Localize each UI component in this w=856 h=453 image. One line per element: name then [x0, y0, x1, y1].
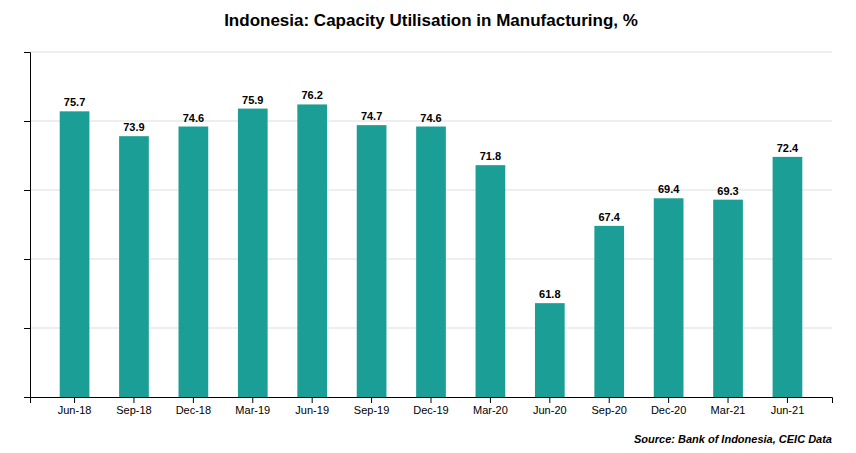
bar: [416, 127, 446, 397]
bar: [357, 125, 387, 397]
x-tick-mark: [490, 397, 491, 403]
data-label: 61.8: [539, 288, 560, 300]
x-tick-label: Mar-20: [473, 404, 508, 416]
x-tick-mark: [252, 397, 253, 403]
data-label: 75.7: [64, 96, 85, 108]
y-axis: [24, 53, 31, 398]
x-tick-label: Sep-20: [591, 404, 626, 416]
x-tick: Jun-19: [295, 397, 329, 416]
x-tick-label: Sep-18: [116, 404, 151, 416]
x-tick-mark: [133, 397, 134, 403]
x-tick-mark: [728, 397, 729, 403]
x-tick: Sep-19: [354, 397, 389, 416]
x-tick: Dec-18: [176, 397, 211, 416]
data-label: 74.7: [361, 110, 382, 122]
data-label: 71.8: [480, 150, 501, 162]
y-tick: [24, 328, 30, 329]
bar: [60, 111, 90, 397]
x-tick-mark: [431, 397, 432, 403]
x-axis-line: [31, 398, 833, 404]
x-tick-mark: [787, 397, 788, 403]
x-tick-label: Dec-19: [413, 404, 448, 416]
y-tick: [24, 52, 30, 53]
x-tick: Mar-21: [711, 397, 746, 416]
annotation: Source: Bank of Indonesia, CEIC Data: [634, 433, 832, 445]
y-tick-mark: [24, 328, 30, 329]
data-labels: 75.7 73.9 74.6 75.9 76.2 74.7 74.6 71.8 61.8 67.4…: [64, 89, 799, 300]
bar: [476, 165, 506, 397]
x-tick-mark: [312, 397, 313, 403]
y-tick: [24, 121, 30, 122]
y-tick-mark: [24, 121, 30, 122]
data-label: 67.4: [599, 211, 621, 223]
bar: [713, 200, 743, 397]
bar: [119, 136, 149, 397]
y-axis-line: [24, 53, 31, 398]
bar: [238, 109, 268, 397]
y-tick-mark: [24, 259, 30, 260]
x-tick-label: Jun-21: [771, 404, 805, 416]
data-label: 69.3: [717, 185, 738, 197]
data-label: 74.6: [183, 112, 204, 124]
data-label: 73.9: [123, 121, 144, 133]
x-tick-label: Sep-19: [354, 404, 389, 416]
bar: [654, 198, 684, 397]
x-tick-label: Jun-19: [295, 404, 329, 416]
bar: [179, 127, 209, 397]
y-tick: [24, 259, 30, 260]
x-tick-mark: [549, 397, 550, 403]
data-label: 76.2: [301, 89, 322, 101]
x-tick: Jun-21: [771, 397, 805, 416]
bars: [60, 104, 803, 397]
x-tick: Sep-18: [116, 397, 151, 416]
x-tick: Jun-20: [533, 397, 567, 416]
x-tick-label: Mar-21: [711, 404, 746, 416]
x-tick-mark: [668, 397, 669, 403]
x-tick: Mar-19: [235, 397, 270, 416]
y-tick-mark: [24, 52, 30, 53]
x-tick: Dec-20: [651, 397, 686, 416]
x-tick: Mar-20: [473, 397, 508, 416]
x-tick-mark: [193, 397, 194, 403]
data-label: 69.4: [658, 183, 680, 195]
y-tick-mark: [24, 190, 30, 191]
x-tick-mark: [74, 397, 75, 403]
x-tick-mark: [371, 397, 372, 403]
grid-line: [30, 52, 832, 53]
x-tick: Jun-18: [58, 397, 92, 416]
plot: Jun-18 Sep-18 Dec-18 Mar-19 Jun-19 Sep-19 Dec-…: [24, 52, 833, 416]
bar: [773, 157, 803, 397]
data-label: 74.6: [420, 112, 441, 124]
x-tick-label: Mar-19: [235, 404, 270, 416]
x-tick-label: Jun-18: [58, 404, 92, 416]
x-tick-mark: [609, 397, 610, 403]
y-tick: [24, 190, 30, 191]
x-axis: Jun-18 Sep-18 Dec-18 Mar-19 Jun-19 Sep-19 Dec-…: [31, 397, 833, 416]
x-tick-label: Dec-18: [176, 404, 211, 416]
data-label: 72.4: [777, 142, 799, 154]
x-tick: Dec-19: [413, 397, 448, 416]
bar: [297, 104, 327, 397]
x-tick-label: Jun-20: [533, 404, 567, 416]
x-tick: Sep-20: [591, 397, 626, 416]
data-label: 75.9: [242, 94, 263, 106]
chart: Jun-18 Sep-18 Dec-18 Mar-19 Jun-19 Sep-19 Dec-…: [0, 0, 856, 453]
x-tick-label: Dec-20: [651, 404, 686, 416]
bar: [594, 226, 624, 397]
bar: [535, 303, 565, 397]
title: Indonesia: Capacity Utilisation in Manuf…: [224, 11, 638, 30]
